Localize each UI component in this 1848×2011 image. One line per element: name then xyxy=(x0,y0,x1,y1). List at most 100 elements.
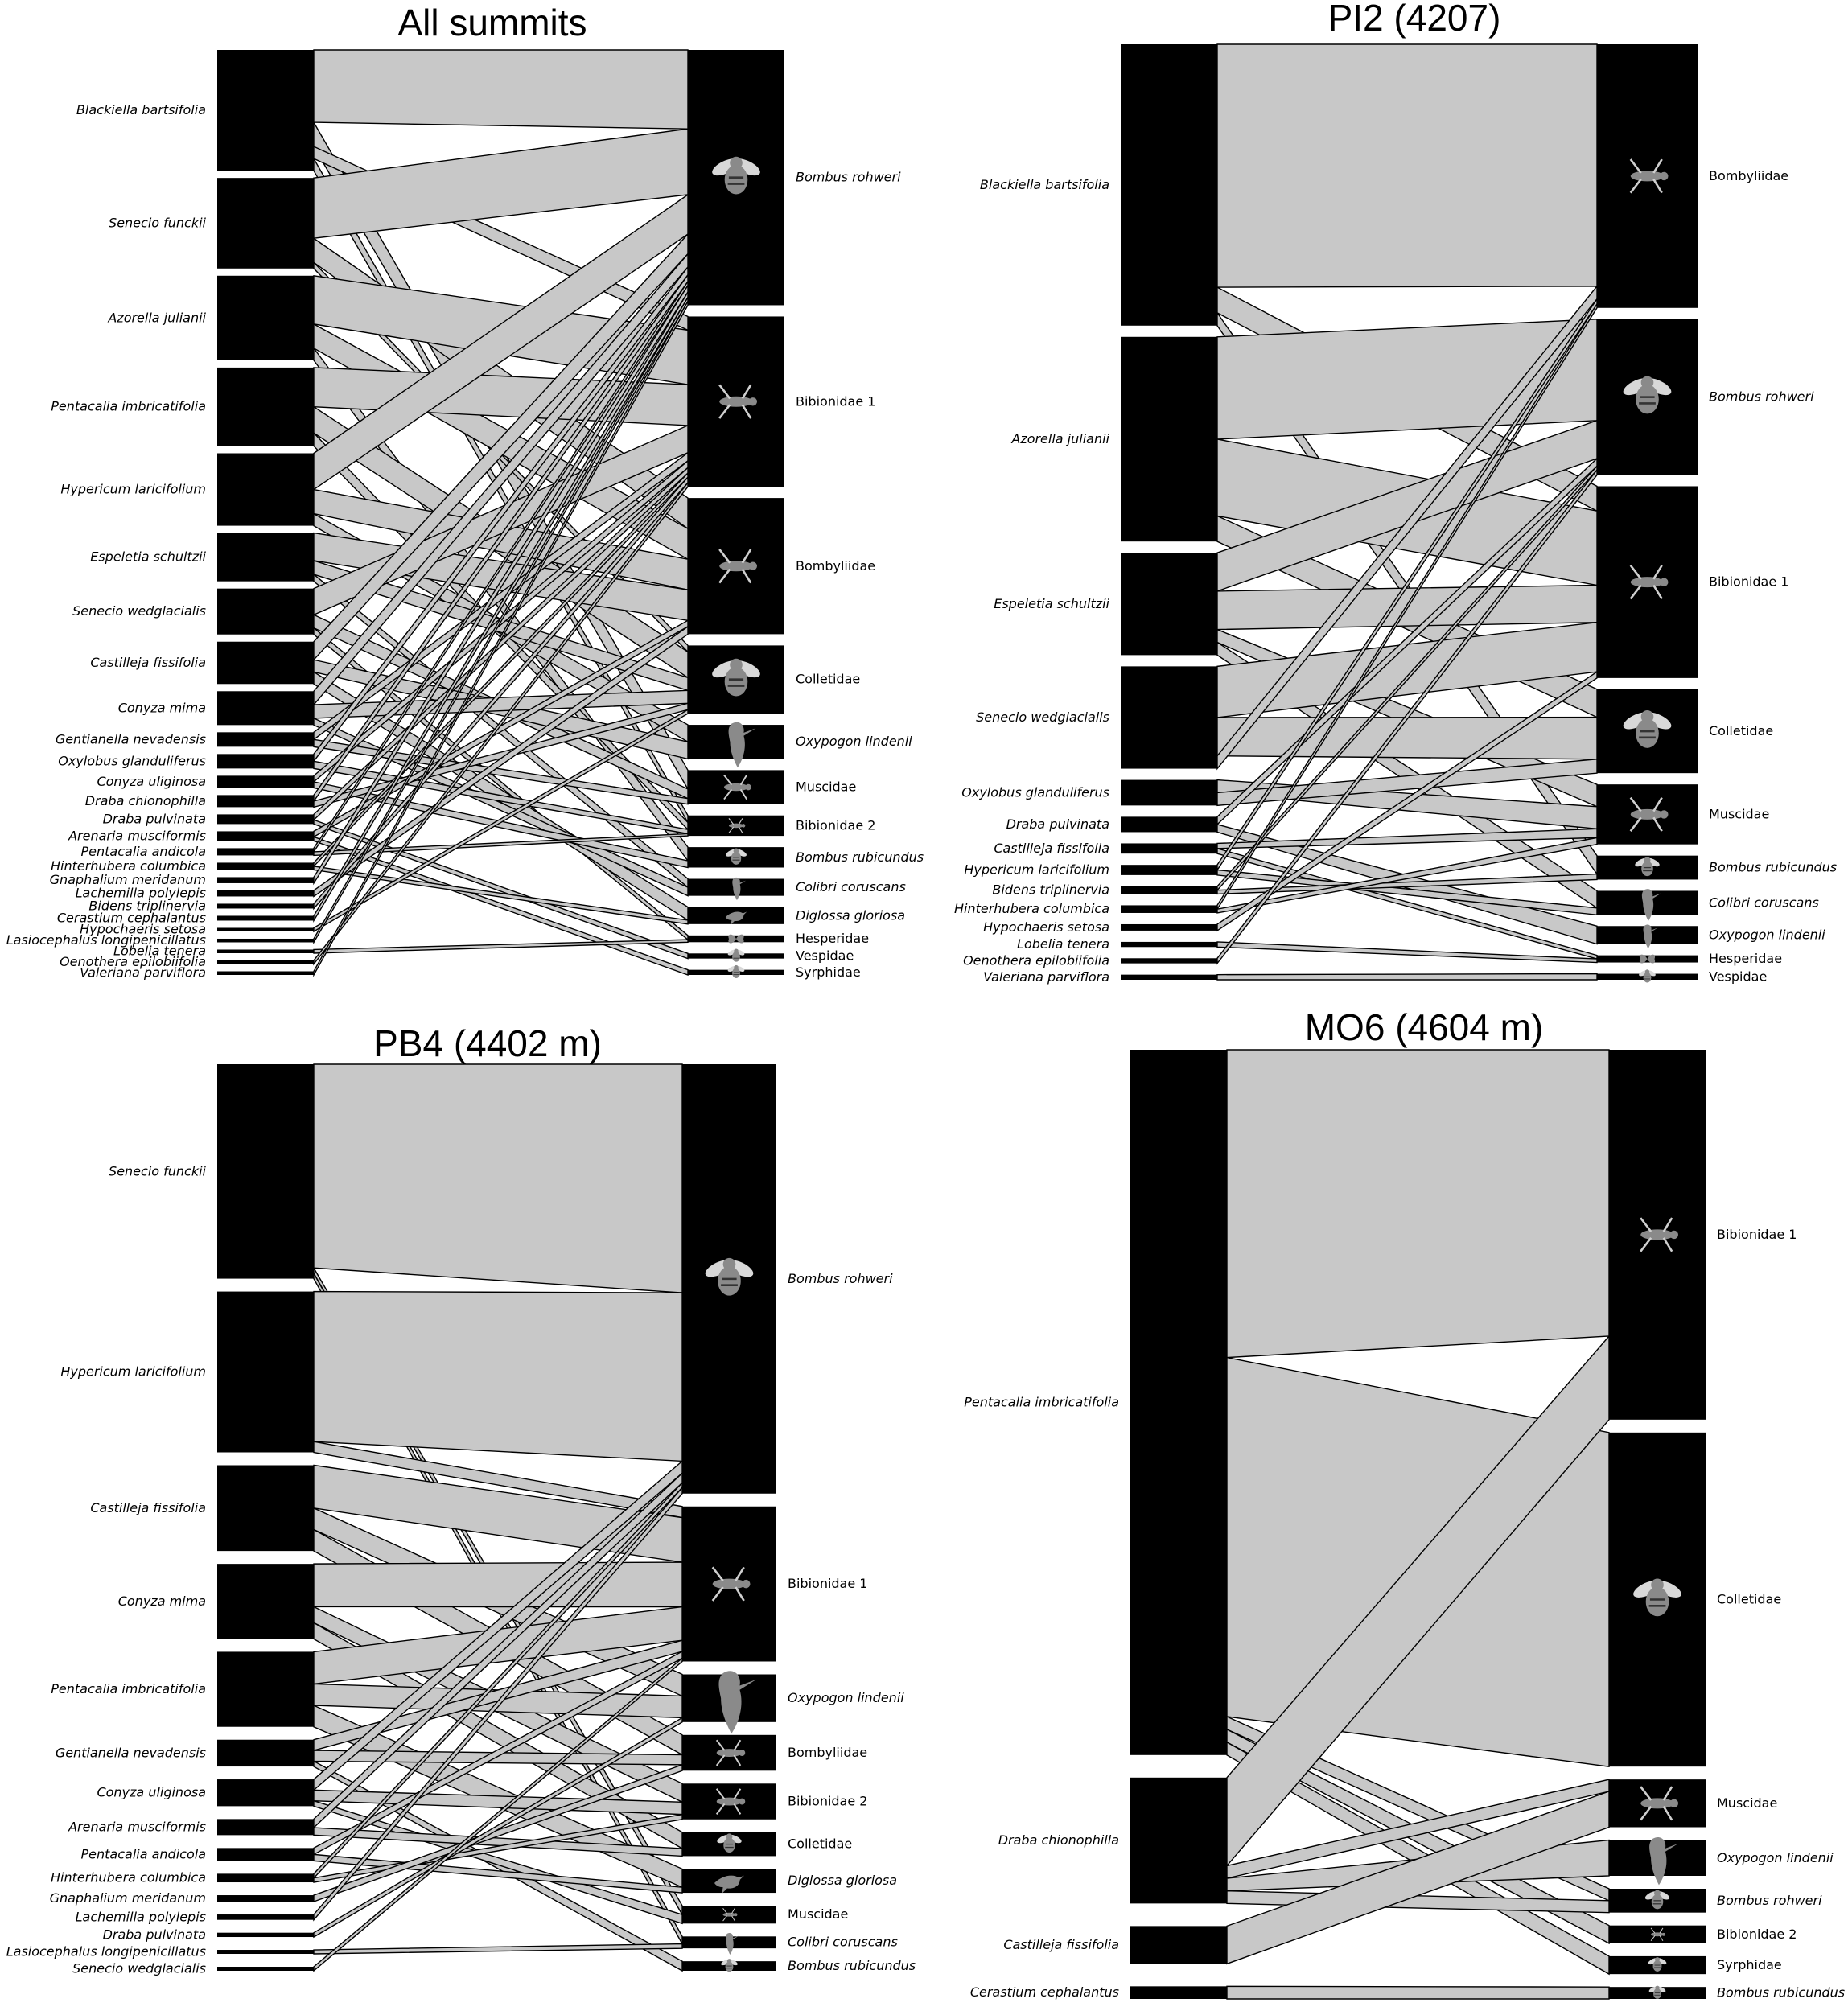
plant-label: Lachemilla polylepis xyxy=(76,1909,206,1924)
bumblebee-icon xyxy=(712,156,760,195)
plant-block-hinterhubera-columbica xyxy=(217,1873,314,1883)
plant-block-pentacalia-imbricatifolia xyxy=(1130,1050,1227,1755)
animal-label: Bombyliidae xyxy=(796,558,875,574)
animal-label: Diglossa gloriosa xyxy=(796,907,905,923)
bumblebee-icon xyxy=(1623,376,1672,414)
plant-label: Hinterhubera columbica xyxy=(51,858,206,874)
animal-label: Bibionidae 2 xyxy=(1717,1927,1797,1942)
fly-icon xyxy=(718,384,757,419)
animal-label: Oxypogon lindenii xyxy=(1717,1850,1834,1865)
plant-label: Lasiocephalus longipenicillatus xyxy=(6,1944,206,1960)
plant-block-blackiella-bartsifolia xyxy=(217,50,314,171)
plant-label: Senecio wedglacialis xyxy=(72,603,206,619)
hummingbird-icon xyxy=(732,877,747,901)
plant-block-senecio-wedglacialis xyxy=(217,1967,314,1971)
plant-label: Senecio funckii xyxy=(109,215,207,230)
plant-label: Cerastium cephalantus xyxy=(970,1984,1119,2000)
bumblebee-icon xyxy=(1644,1890,1670,1910)
plant-block-oenothera-epilobiifolia xyxy=(217,960,314,964)
plant-label: Castilleja fissifolia xyxy=(90,1500,206,1515)
animal-label: Bombus rubicundus xyxy=(796,849,924,865)
plant-label: Pentacalia imbricatifolia xyxy=(51,399,206,414)
animal-label: Bombus rohweri xyxy=(796,170,901,185)
plant-block-pentacalia-imbricatifolia xyxy=(217,367,314,446)
animal-label: Bibionidae 1 xyxy=(796,393,875,409)
plant-block-hinterhubera-columbica xyxy=(217,862,314,870)
plant-label: Conyza mima xyxy=(118,1594,206,1609)
animal-label: Colletidae xyxy=(796,672,860,687)
animal-label: Bombus rohweri xyxy=(1717,1893,1822,1908)
plant-block-senecio-funckii xyxy=(217,178,314,269)
panel-mo6: MO6 (4604 m) Pentacalia imbricatifolia Dr… xyxy=(964,1006,1845,2001)
plant-label: Draba pulvinata xyxy=(103,811,206,826)
animal-label: Muscidae xyxy=(796,779,856,795)
animal-label: Oxypogon lindenii xyxy=(796,734,912,749)
animal-label: Bombus rohweri xyxy=(1709,389,1814,405)
plant-block-senecio-wedglacialis xyxy=(1121,666,1217,769)
plant-label: Cerastium cephalantus xyxy=(57,910,206,925)
plant-block-gnaphalium-meridanum xyxy=(217,1895,314,1902)
bee-fly-icon xyxy=(1629,158,1669,194)
plant-block-gnaphalium-meridanum xyxy=(217,877,314,883)
animal-label: Bibionidae 2 xyxy=(796,817,875,833)
plant-block-cerastium-cephalantus xyxy=(217,915,314,921)
plant-block-conyza-mima xyxy=(217,1564,314,1639)
link-band xyxy=(1216,716,1598,760)
plant-label: Valeriana parviflora xyxy=(80,965,206,981)
plant-block-espeletia-schultzii xyxy=(1121,553,1217,656)
plant-label: Conyza mima xyxy=(118,700,206,715)
animal-label: Bibionidae 1 xyxy=(788,1576,867,1591)
plant-label: Gnaphalium meridanum xyxy=(50,1890,206,1906)
plant-label: Gnaphalium meridanum xyxy=(50,872,206,887)
panel-pi2: PI2 (4207) Blackiella bartsifolia Azorell… xyxy=(954,0,1837,985)
songbird-icon xyxy=(725,911,747,925)
plant-block-hypericum-laricifolium xyxy=(217,453,314,526)
animal-label: Bombus rubicundus xyxy=(1717,1985,1845,2001)
plant-label: Hinterhubera columbica xyxy=(51,1870,206,1886)
bee-icon xyxy=(1623,710,1672,748)
plant-block-lasiocephalus-longipenicillatus xyxy=(217,1950,314,1955)
panel-pb4: PB4 (4402 m) Senecio funckii Hypericum la… xyxy=(6,1022,916,1976)
plant-label: Pentacalia andicola xyxy=(81,1846,206,1861)
plant-label: Blackiella bartsifolia xyxy=(76,102,206,117)
panel-title: PI2 (4207) xyxy=(1328,0,1501,39)
bumblebee-icon xyxy=(721,1959,738,1972)
bumblebee-icon xyxy=(705,1257,754,1296)
plant-block-senecio-funckii xyxy=(217,1064,314,1279)
plant-label: Gentianella nevadensis xyxy=(56,1745,206,1760)
plant-label: Bidens triplinervia xyxy=(88,898,206,913)
plant-label: Arenaria musciformis xyxy=(68,1819,206,1834)
plant-label: Valeriana parviflora xyxy=(983,969,1109,985)
plant-block-blackiella-bartsifolia xyxy=(1121,44,1217,326)
bee-icon xyxy=(712,658,760,697)
plant-block-lobelia-tenera xyxy=(1121,941,1217,948)
plant-block-oxylobus-glanduliferus xyxy=(1121,779,1217,806)
plant-label: Hinterhubera columbica xyxy=(954,901,1109,916)
plant-label: Pentacalia imbricatifolia xyxy=(51,1681,206,1696)
animal-label: Muscidae xyxy=(788,1906,848,1922)
plant-label: Oxylobus glanduliferus xyxy=(58,753,206,768)
plant-label: Oxylobus glanduliferus xyxy=(961,784,1109,800)
housefly-icon xyxy=(722,1907,738,1922)
hummingbird-icon xyxy=(728,722,756,768)
fly-icon xyxy=(1629,565,1669,600)
plant-label: Oenothera epilobiifolia xyxy=(963,952,1109,968)
plant-label: Gentianella nevadensis xyxy=(56,731,206,746)
bee-fly-icon xyxy=(715,1739,746,1766)
plant-label: Hypericum laricifolium xyxy=(60,482,206,497)
bee-icon xyxy=(1633,1578,1681,1617)
animal-label: Bibionidae 1 xyxy=(1717,1227,1797,1242)
hummingbird-icon xyxy=(1641,889,1661,921)
panel-all-summits: All summits Blackiella bartsifolia Seneci… xyxy=(6,2,924,981)
plant-block-pentacalia-imbricatifolia xyxy=(217,1651,314,1727)
fly-icon xyxy=(715,1788,746,1815)
bee-fly-icon xyxy=(718,549,757,584)
plant-label: Azorella julianii xyxy=(1010,431,1109,446)
plant-label: Draba pulvinata xyxy=(103,1927,206,1942)
plant-label: Azorella julianii xyxy=(107,310,206,325)
animal-label: Bombus rubicundus xyxy=(1709,860,1837,875)
animal-label: Colibri coruscans xyxy=(1709,894,1819,910)
hummingbird-icon xyxy=(1649,1836,1678,1886)
plant-label: Lachemilla polylepis xyxy=(76,886,206,901)
plant-block-lobelia-tenera xyxy=(217,949,314,953)
